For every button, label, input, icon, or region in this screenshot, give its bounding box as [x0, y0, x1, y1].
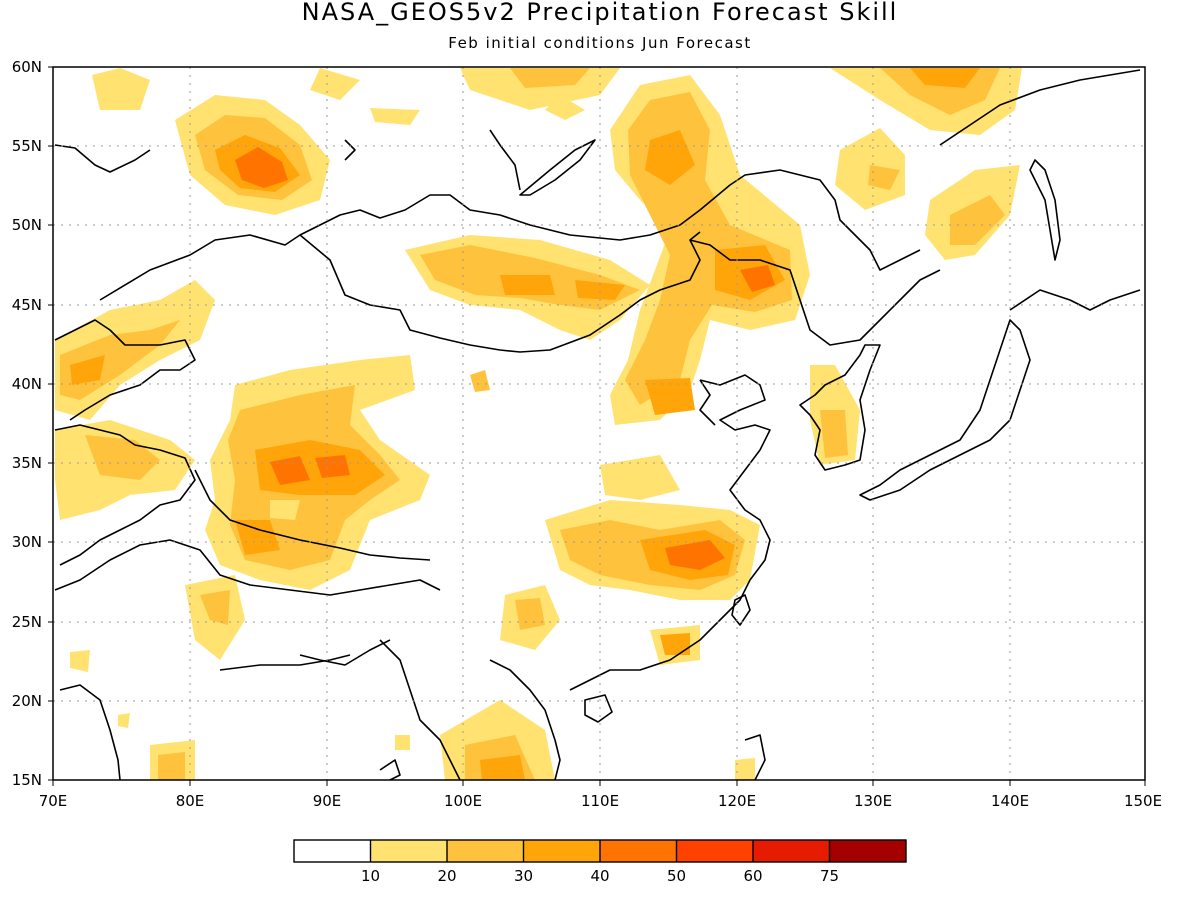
- lat-label: 50N: [12, 216, 42, 234]
- lat-label: 40N: [12, 375, 42, 393]
- lon-label: 70E: [39, 792, 68, 810]
- colorbar-label: 30: [514, 867, 533, 885]
- colorbar: 10 20 30 40 50 60 75: [293, 839, 907, 885]
- lon-label: 80E: [176, 792, 205, 810]
- colorbar-label: 50: [667, 867, 686, 885]
- lon-label: 90E: [313, 792, 342, 810]
- colorbar-swatch: [370, 840, 447, 862]
- colorbar-label: 10: [361, 867, 380, 885]
- lon-label: 120E: [718, 792, 756, 810]
- grid-lines: [53, 67, 1145, 780]
- lat-label: 30N: [12, 533, 42, 551]
- lat-label: 25N: [12, 613, 42, 631]
- coastlines-and-borders: [54, 69, 1141, 781]
- lon-label: 140E: [991, 792, 1029, 810]
- lon-tick-marks: [52, 780, 1146, 786]
- colorbar-label: 75: [820, 867, 839, 885]
- lat-tick-marks: [48, 66, 53, 781]
- colorbar-swatch: [294, 840, 371, 862]
- lat-label: 55N: [12, 137, 42, 155]
- colorbar-swatch: [829, 840, 906, 862]
- lat-label: 20N: [12, 692, 42, 710]
- lon-label: 100E: [444, 792, 482, 810]
- colorbar-swatch: [447, 840, 524, 862]
- map-title: NASA_GEOS5v2 Precipitation Forecast Skil…: [301, 0, 899, 26]
- lon-label: 110E: [581, 792, 619, 810]
- lat-label: 60N: [12, 58, 42, 76]
- precipitation-skill-field: [55, 68, 1022, 780]
- lat-label: 35N: [12, 454, 42, 472]
- lat-label: 45N: [12, 296, 42, 314]
- map-frame: [52, 66, 1146, 781]
- colorbar-label: 40: [590, 867, 609, 885]
- lat-label: 15N: [12, 771, 42, 789]
- colorbar-label: 60: [743, 867, 762, 885]
- colorbar-swatch: [523, 840, 600, 862]
- colorbar-swatch: [600, 840, 677, 862]
- colorbar-label: 20: [437, 867, 456, 885]
- lon-tick-labels: 70E 80E 90E 100E 110E 120E 130E 140E 150…: [39, 792, 1162, 810]
- colorbar-swatch: [753, 840, 830, 862]
- colorbar-swatch: [676, 840, 753, 862]
- map-subtitle: Feb initial conditions Jun Forecast: [448, 34, 752, 52]
- lon-label: 150E: [1124, 792, 1162, 810]
- lon-label: 130E: [854, 792, 892, 810]
- lat-tick-labels: 60N 55N 50N 45N 40N 35N 30N 25N 20N 15N: [12, 58, 42, 789]
